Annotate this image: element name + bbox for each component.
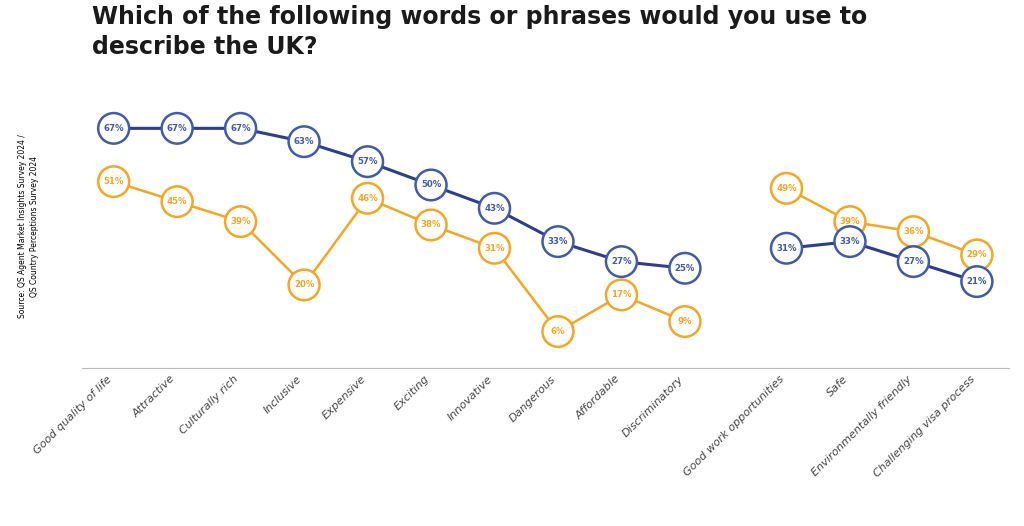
Text: 49%: 49% <box>776 184 797 193</box>
Ellipse shape <box>98 113 129 144</box>
Ellipse shape <box>225 113 256 144</box>
Ellipse shape <box>898 216 929 247</box>
Text: 39%: 39% <box>840 217 860 226</box>
Ellipse shape <box>352 146 383 177</box>
Ellipse shape <box>162 113 193 144</box>
Ellipse shape <box>962 266 992 297</box>
Text: 67%: 67% <box>167 124 187 133</box>
Text: 33%: 33% <box>840 237 860 246</box>
Text: Source: QS Agent Market Insights Survey 2024 /
QS Country Perceptions Survey 202: Source: QS Agent Market Insights Survey … <box>17 134 39 318</box>
Ellipse shape <box>416 170 446 200</box>
Text: 27%: 27% <box>903 257 924 266</box>
Ellipse shape <box>98 166 129 197</box>
Text: 46%: 46% <box>357 194 378 203</box>
Text: 39%: 39% <box>230 217 251 226</box>
Text: 45%: 45% <box>167 197 187 206</box>
Ellipse shape <box>962 240 992 270</box>
Ellipse shape <box>352 183 383 214</box>
Text: 50%: 50% <box>421 180 441 189</box>
Text: Which of the following words or phrases would you use to
describe the UK?: Which of the following words or phrases … <box>92 5 867 59</box>
Ellipse shape <box>479 193 510 224</box>
Ellipse shape <box>835 206 865 237</box>
Text: 51%: 51% <box>103 177 124 186</box>
Text: 21%: 21% <box>967 277 987 286</box>
Ellipse shape <box>771 233 802 264</box>
Ellipse shape <box>771 173 802 204</box>
Text: 57%: 57% <box>357 157 378 166</box>
Text: 43%: 43% <box>484 204 505 213</box>
Text: 9%: 9% <box>678 317 692 326</box>
Text: 63%: 63% <box>294 137 314 146</box>
Ellipse shape <box>835 226 865 257</box>
Ellipse shape <box>606 246 637 277</box>
Ellipse shape <box>670 306 700 337</box>
Text: 20%: 20% <box>294 280 314 289</box>
Text: 6%: 6% <box>551 327 565 336</box>
Ellipse shape <box>416 210 446 240</box>
Ellipse shape <box>225 206 256 237</box>
Ellipse shape <box>289 270 319 300</box>
Ellipse shape <box>543 226 573 257</box>
Text: 27%: 27% <box>611 257 632 266</box>
Text: 31%: 31% <box>484 244 505 253</box>
Text: 31%: 31% <box>776 244 797 253</box>
Text: 36%: 36% <box>903 227 924 236</box>
Ellipse shape <box>898 246 929 277</box>
Ellipse shape <box>289 126 319 157</box>
Ellipse shape <box>543 316 573 347</box>
Text: 38%: 38% <box>421 220 441 229</box>
Text: 17%: 17% <box>611 290 632 299</box>
Text: 33%: 33% <box>548 237 568 246</box>
Ellipse shape <box>606 280 637 310</box>
Text: 29%: 29% <box>967 250 987 259</box>
Ellipse shape <box>479 233 510 264</box>
Ellipse shape <box>670 253 700 284</box>
Text: 67%: 67% <box>230 124 251 133</box>
Text: 25%: 25% <box>675 264 695 273</box>
Ellipse shape <box>162 186 193 217</box>
Text: 67%: 67% <box>103 124 124 133</box>
Text: QS: QS <box>16 477 40 491</box>
